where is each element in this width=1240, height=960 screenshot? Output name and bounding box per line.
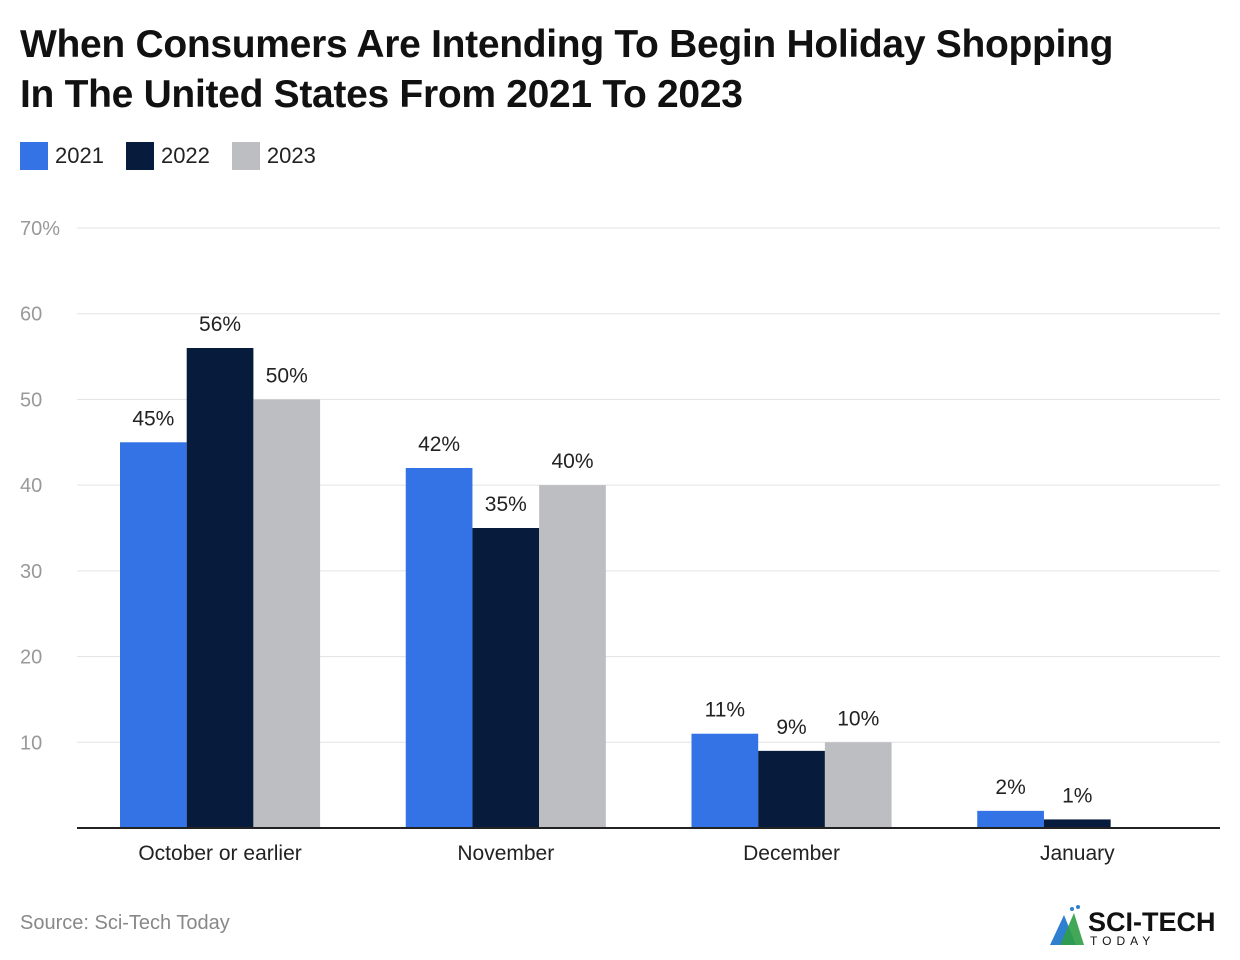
y-tick-label: 30 [20,561,42,583]
data-label: 10% [837,707,879,730]
y-tick-label: 10 [20,732,42,754]
chart-title: When Consumers Are Intending To Begin Ho… [20,20,1113,120]
y-tick-label: 40 [20,475,42,497]
legend-swatch [125,142,154,170]
legend-item: 2021 [20,142,104,170]
data-label: 2% [995,776,1025,799]
legend: 2021 2022 2023 [20,142,316,170]
bar [691,733,759,828]
x-tick-label: November [457,842,554,865]
data-label: 11% [705,699,745,722]
x-tick-label: December [743,842,840,865]
data-label: 56% [199,313,241,336]
source-note: Source: Sci-Tech Today [20,912,230,934]
x-tick-label: January [1040,842,1115,865]
bar [253,399,321,828]
data-label: 42% [418,433,460,456]
bar [405,468,473,828]
data-label: 9% [776,716,806,739]
legend-label: 2022 [160,143,210,168]
data-label: 45% [132,407,174,430]
sci-tech-logo: SCI-TECH TODAY [1050,905,1216,948]
legend-swatch [231,142,260,170]
bar [977,810,1044,828]
data-label: 1% [1062,784,1092,807]
bar [186,348,254,828]
bar [758,750,825,828]
y-tick-label: 50 [20,389,42,411]
title-line-2: In The United States From 2021 To 2023 [20,73,743,116]
svg-text:SCI-TECH: SCI-TECH [1088,907,1216,937]
bar [120,442,187,828]
data-label: 50% [266,364,308,387]
bar [824,742,892,828]
legend-label: 2021 [55,143,104,168]
y-tick-label: 20 [20,647,42,669]
bar [472,528,540,828]
legend-swatch [20,142,48,170]
legend-label: 2023 [266,143,316,168]
data-label: 35% [485,493,527,516]
legend-item: 2022 [125,142,210,170]
svg-text:TODAY: TODAY [1090,934,1155,948]
title-line-1: When Consumers Are Intending To Begin Ho… [20,23,1114,66]
x-tick-label: October or earlier [138,842,301,865]
y-tick-label: 60 [20,304,42,326]
legend-item: 2023 [231,142,316,170]
data-label: 40% [551,450,593,473]
bar [539,485,606,828]
bar [1043,819,1111,828]
y-tick-label: 70% [20,218,60,240]
